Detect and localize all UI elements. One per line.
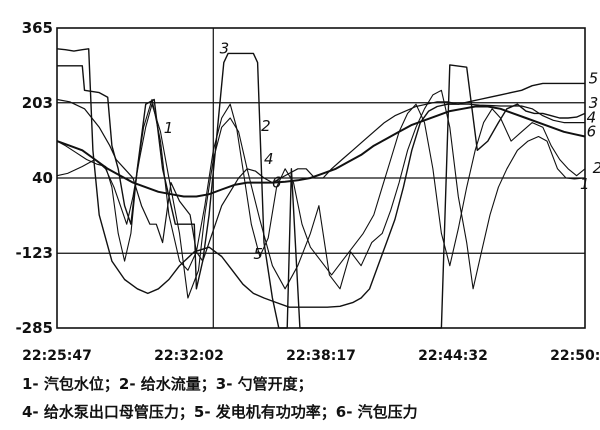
- series-lines: [56, 48, 586, 329]
- x-tick-label: 22:32:02: [154, 348, 224, 360]
- series-label-4: 4: [587, 109, 597, 127]
- series-label-5: 5: [589, 69, 599, 87]
- x-tick-label: 22:50:47: [550, 348, 600, 360]
- series-line-5: [56, 48, 585, 308]
- x-tick-label: 22:38:17: [286, 348, 356, 360]
- y-tick-label: -123: [15, 244, 53, 262]
- series-label-1: 1: [164, 119, 174, 137]
- legend-line-2: 4- 给水泵出口母管压力；5- 发电机有功功率；6- 汽包压力: [22, 403, 418, 421]
- series-label-6: 6: [272, 174, 282, 192]
- series-label-5: 5: [253, 245, 263, 263]
- x-tick-label: 22:25:47: [22, 348, 92, 360]
- series-line-1: [56, 89, 586, 299]
- y-tick-label: 203: [22, 94, 53, 112]
- series-label-6: 6: [587, 122, 597, 140]
- legend-line-1: 1- 汽包水位；2- 给水流量；3- 勺管开度；: [22, 375, 313, 393]
- plot-frame: [56, 27, 586, 329]
- series-label-4: 4: [264, 150, 274, 168]
- series-line-4: [56, 98, 585, 262]
- series-label-3: 3: [220, 39, 230, 57]
- series-label-2: 2: [261, 117, 271, 135]
- y-tick-label: 365: [22, 19, 53, 37]
- series-line-6: [56, 105, 586, 198]
- series-line-3: [57, 52, 586, 329]
- y-tick-label: 40: [32, 169, 53, 187]
- series-label-3: 3: [589, 94, 599, 112]
- y-tick-label: -285: [15, 319, 53, 337]
- series-label-2: 2: [593, 159, 600, 177]
- x-axis-ticks: 22:25:47 22:32:02 22:38:17 22:44:32 22:50:47: [22, 348, 600, 360]
- x-tick-label: 22:44:32: [418, 348, 488, 360]
- y-axis-ticks: 365 203 40 -123 -285: [15, 19, 53, 337]
